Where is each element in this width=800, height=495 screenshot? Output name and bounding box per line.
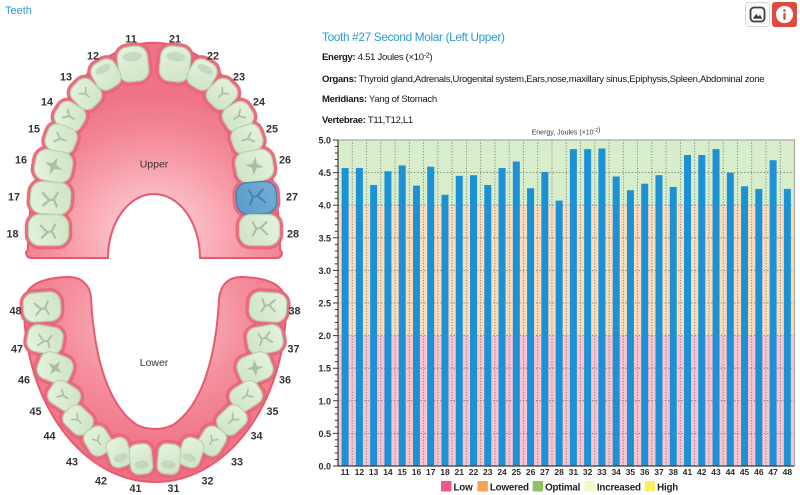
svg-text:32: 32 [201, 476, 213, 488]
svg-text:44: 44 [43, 431, 55, 443]
svg-text:4.5: 4.5 [318, 168, 331, 178]
svg-text:21: 21 [455, 467, 465, 477]
svg-text:26: 26 [279, 155, 291, 167]
svg-text:3.5: 3.5 [318, 233, 331, 243]
svg-text:Lower: Lower [140, 357, 169, 369]
svg-text:33: 33 [597, 467, 607, 477]
svg-text:45: 45 [740, 467, 750, 477]
svg-text:17: 17 [8, 192, 20, 204]
svg-text:42: 42 [697, 467, 707, 477]
svg-text:Upper: Upper [140, 159, 169, 171]
svg-text:21: 21 [169, 34, 181, 46]
svg-text:38: 38 [669, 467, 679, 477]
svg-text:34: 34 [250, 431, 262, 443]
svg-text:2.5: 2.5 [318, 299, 331, 309]
svg-text:27: 27 [540, 467, 550, 477]
svg-text:17: 17 [426, 467, 436, 477]
svg-text:43: 43 [711, 467, 721, 477]
svg-text:0.0: 0.0 [318, 462, 331, 472]
svg-text:0.5: 0.5 [318, 429, 331, 439]
svg-text:15: 15 [28, 124, 40, 136]
svg-text:Energy, Joules (×10-2): Energy, Joules (×10-2) [532, 127, 601, 137]
svg-text:3.0: 3.0 [318, 266, 331, 276]
svg-text:37: 37 [654, 467, 664, 477]
svg-text:34: 34 [611, 467, 621, 477]
svg-text:33: 33 [231, 457, 243, 469]
svg-text:18: 18 [440, 467, 450, 477]
svg-text:22: 22 [469, 467, 479, 477]
svg-text:23: 23 [233, 72, 245, 84]
svg-text:38: 38 [288, 306, 300, 318]
svg-text:36: 36 [279, 375, 291, 387]
svg-text:43: 43 [66, 457, 78, 469]
svg-text:4.0: 4.0 [318, 201, 331, 211]
svg-text:11: 11 [341, 467, 350, 477]
svg-text:36: 36 [640, 467, 650, 477]
svg-text:18: 18 [6, 229, 18, 241]
svg-text:46: 46 [18, 375, 30, 387]
svg-text:48: 48 [9, 306, 21, 318]
svg-text:24: 24 [497, 467, 507, 477]
svg-text:25: 25 [512, 467, 522, 477]
svg-text:Optimal: Optimal [545, 482, 581, 493]
svg-text:35: 35 [266, 406, 278, 418]
svg-text:12: 12 [355, 467, 365, 477]
svg-text:2.0: 2.0 [318, 331, 331, 341]
svg-text:14: 14 [41, 97, 53, 109]
svg-text:13: 13 [60, 72, 72, 84]
svg-text:47: 47 [768, 467, 778, 477]
svg-text:5.0: 5.0 [318, 136, 331, 146]
svg-text:1.0: 1.0 [318, 396, 331, 406]
svg-text:12: 12 [87, 51, 99, 63]
svg-text:15: 15 [397, 467, 407, 477]
svg-text:32: 32 [583, 467, 593, 477]
svg-text:26: 26 [526, 467, 536, 477]
svg-text:High: High [657, 482, 678, 493]
svg-text:35: 35 [626, 467, 636, 477]
svg-text:45: 45 [29, 406, 41, 418]
svg-text:27: 27 [286, 192, 298, 204]
svg-text:16: 16 [412, 467, 422, 477]
svg-text:31: 31 [167, 483, 179, 495]
svg-text:41: 41 [683, 467, 693, 477]
svg-text:14: 14 [383, 467, 393, 477]
svg-text:Lowered: Lowered [490, 482, 529, 493]
svg-text:44: 44 [726, 467, 736, 477]
svg-text:24: 24 [253, 97, 265, 109]
svg-text:11: 11 [125, 34, 136, 46]
svg-text:47: 47 [11, 344, 23, 356]
svg-text:22: 22 [207, 51, 219, 63]
svg-text:13: 13 [369, 467, 379, 477]
svg-text:46: 46 [754, 467, 764, 477]
svg-text:23: 23 [483, 467, 493, 477]
svg-text:25: 25 [266, 124, 278, 136]
svg-text:Increased: Increased [597, 482, 641, 493]
svg-text:28: 28 [554, 467, 564, 477]
svg-text:41: 41 [129, 483, 141, 495]
svg-text:16: 16 [15, 155, 27, 167]
svg-text:1.5: 1.5 [318, 364, 331, 374]
svg-text:37: 37 [287, 344, 299, 356]
svg-text:31: 31 [569, 467, 579, 477]
svg-text:48: 48 [783, 467, 793, 477]
svg-text:Low: Low [454, 482, 474, 493]
svg-text:28: 28 [287, 229, 299, 241]
svg-text:42: 42 [95, 476, 107, 488]
